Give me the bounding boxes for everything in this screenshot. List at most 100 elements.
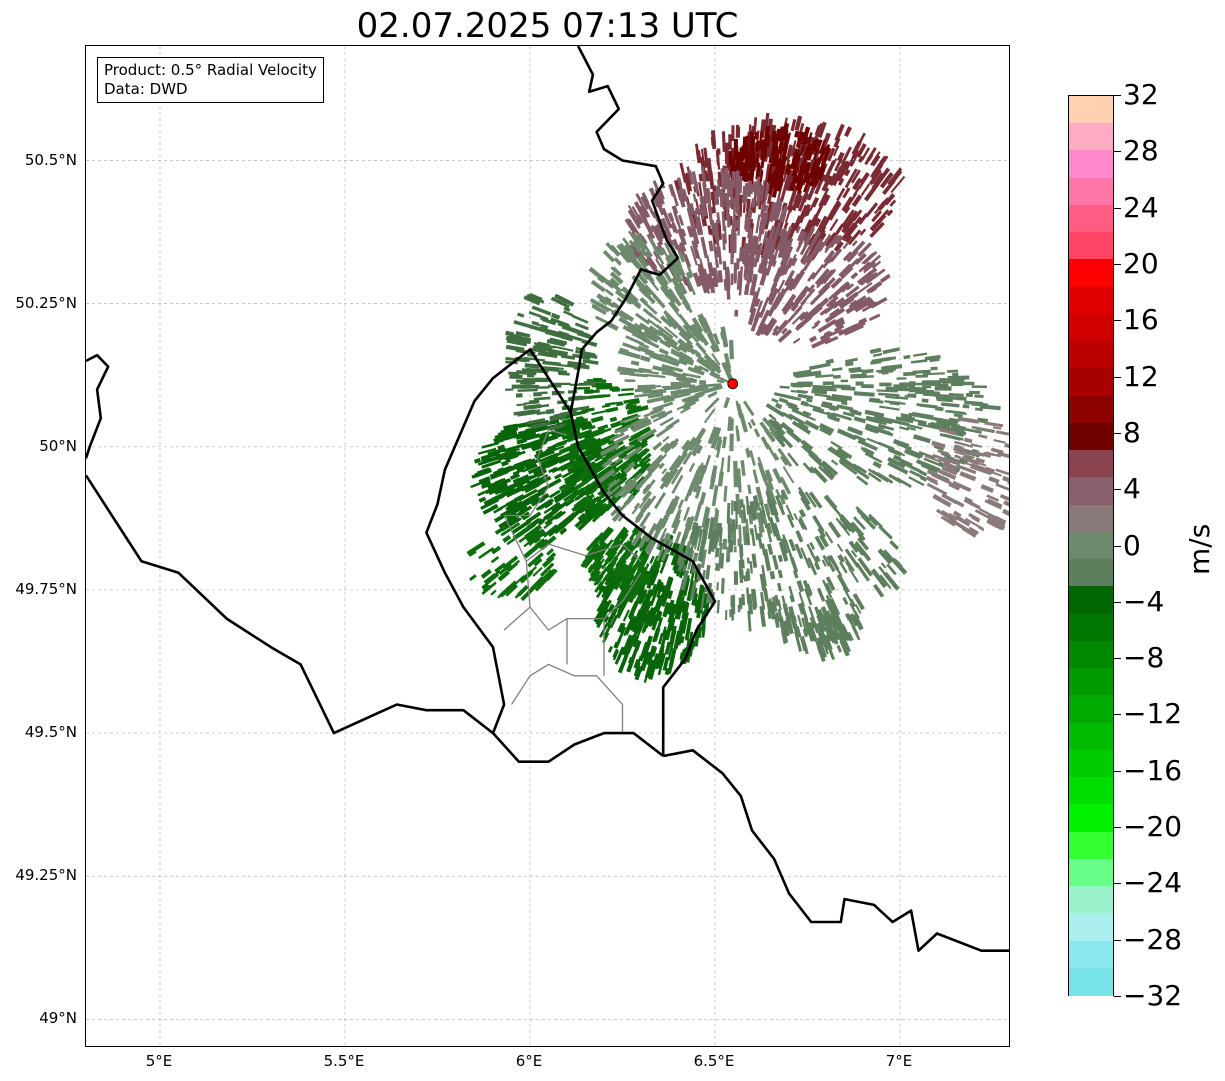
country-border bbox=[86, 353, 110, 459]
velocity-streak bbox=[503, 423, 518, 431]
velocity-streak bbox=[604, 574, 612, 582]
velocity-streak bbox=[912, 369, 931, 375]
colorbar-segment bbox=[1069, 395, 1113, 424]
velocity-streak bbox=[755, 153, 759, 164]
velocity-streak bbox=[745, 135, 749, 148]
velocity-streak bbox=[649, 555, 655, 564]
velocity-streak bbox=[665, 418, 680, 430]
velocity-streak bbox=[594, 560, 603, 568]
velocity-streak bbox=[806, 150, 814, 161]
velocity-streak bbox=[744, 213, 748, 230]
velocity-streak bbox=[635, 312, 651, 325]
velocity-streak bbox=[860, 147, 871, 161]
velocity-streak bbox=[671, 238, 680, 250]
velocity-streak bbox=[721, 436, 727, 449]
velocity-streak bbox=[677, 228, 687, 246]
velocity-streak bbox=[757, 263, 763, 273]
velocity-streak bbox=[919, 475, 928, 482]
velocity-streak bbox=[523, 356, 546, 362]
velocity-streak bbox=[797, 200, 805, 212]
velocity-streak bbox=[814, 555, 821, 563]
velocity-streak bbox=[699, 277, 709, 294]
velocity-streak bbox=[725, 610, 728, 621]
velocity-streak bbox=[782, 466, 795, 484]
velocity-streak bbox=[794, 543, 804, 560]
velocity-streak bbox=[641, 490, 652, 502]
velocity-streak bbox=[767, 499, 775, 516]
velocity-streak bbox=[710, 427, 722, 449]
velocity-streak bbox=[854, 542, 866, 555]
velocity-streak bbox=[710, 220, 716, 236]
velocity-streak bbox=[810, 216, 819, 228]
velocity-streak bbox=[908, 389, 926, 393]
velocity-streak bbox=[862, 261, 877, 274]
velocity-streak bbox=[607, 603, 615, 614]
velocity-streak bbox=[607, 645, 613, 653]
velocity-streak bbox=[521, 444, 533, 451]
velocity-streak bbox=[745, 532, 751, 546]
velocity-streak bbox=[574, 429, 593, 438]
velocity-streak bbox=[844, 361, 854, 367]
velocity-streak bbox=[477, 456, 500, 466]
colorbar-segment bbox=[1069, 913, 1113, 942]
velocity-streak bbox=[693, 501, 703, 522]
velocity-streak bbox=[830, 200, 841, 214]
velocity-streak bbox=[823, 494, 838, 510]
velocity-streak bbox=[844, 560, 852, 570]
velocity-streak bbox=[795, 315, 813, 331]
velocity-streak bbox=[756, 162, 761, 171]
velocity-streak bbox=[883, 549, 895, 562]
velocity-streak bbox=[763, 588, 769, 602]
velocity-streak bbox=[873, 583, 885, 598]
velocity-streak bbox=[609, 271, 624, 285]
velocity-streak bbox=[831, 297, 846, 309]
velocity-streak bbox=[985, 451, 996, 457]
velocity-streak bbox=[664, 538, 674, 552]
velocity-streak bbox=[647, 617, 654, 627]
velocity-streak bbox=[773, 557, 778, 566]
velocity-streak bbox=[807, 271, 816, 282]
velocity-streak bbox=[887, 167, 903, 186]
velocity-streak bbox=[707, 517, 715, 540]
velocity-streak bbox=[836, 573, 850, 594]
velocity-streak bbox=[836, 447, 853, 460]
velocity-streak bbox=[496, 465, 518, 477]
velocity-streak bbox=[827, 254, 836, 264]
velocity-streak bbox=[738, 413, 749, 433]
velocity-streak bbox=[842, 210, 858, 230]
velocity-streak bbox=[544, 498, 555, 507]
velocity-streak bbox=[779, 455, 789, 466]
velocity-streak bbox=[631, 419, 653, 433]
velocity-streak bbox=[670, 625, 677, 640]
velocity-streak bbox=[656, 582, 664, 598]
velocity-streak bbox=[924, 354, 941, 361]
velocity-streak bbox=[743, 182, 749, 202]
velocity-streak bbox=[777, 554, 784, 563]
velocity-streak bbox=[651, 523, 664, 543]
velocity-streak bbox=[822, 579, 833, 599]
velocity-streak bbox=[683, 276, 693, 292]
velocity-streak bbox=[560, 481, 577, 494]
radar-site-marker bbox=[727, 378, 739, 390]
velocity-streak bbox=[848, 567, 859, 583]
velocity-streak bbox=[622, 609, 630, 622]
velocity-streak bbox=[759, 267, 769, 286]
radar-map[interactable] bbox=[85, 45, 1010, 1047]
velocity-streak bbox=[853, 416, 867, 424]
velocity-streak bbox=[861, 301, 878, 313]
colorbar-segment bbox=[1069, 422, 1113, 451]
lat-tick-label: 49.75°N bbox=[15, 579, 77, 598]
velocity-streak bbox=[773, 452, 780, 461]
velocity-streak bbox=[862, 250, 878, 265]
velocity-streak bbox=[827, 414, 841, 423]
velocity-streak bbox=[773, 614, 780, 628]
velocity-streak bbox=[882, 347, 900, 355]
velocity-streak bbox=[819, 308, 829, 316]
velocity-streak bbox=[686, 207, 695, 226]
velocity-streak bbox=[705, 564, 711, 580]
velocity-streak bbox=[868, 513, 884, 529]
velocity-streak bbox=[825, 232, 838, 248]
velocity-streak bbox=[995, 483, 1009, 491]
velocity-streak bbox=[573, 386, 591, 390]
velocity-streak bbox=[766, 163, 773, 183]
